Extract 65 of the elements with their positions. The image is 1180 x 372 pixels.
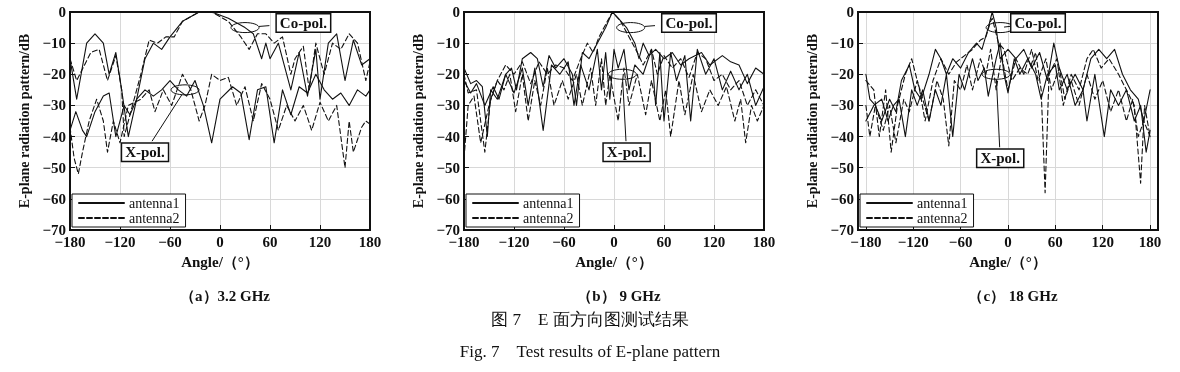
legend-label: antenna1: [523, 195, 574, 211]
annotation: X-pol.: [980, 150, 1021, 167]
x-axis-title: Angle/（°）: [181, 253, 259, 270]
y-tick-label: −20: [830, 66, 854, 83]
x-tick-label: 60: [262, 233, 278, 250]
annotation: X-pol.: [606, 144, 647, 161]
y-axis-title: E-plane radiation pattern/dB: [411, 33, 427, 209]
y-tick-label: −20: [436, 66, 460, 83]
x-tick-label: 60: [1047, 233, 1063, 250]
y-axis-title: E-plane radiation pattern/dB: [17, 33, 33, 209]
y-tick-label: −70: [42, 222, 66, 238]
x-tick-label: 0: [216, 233, 224, 250]
y-tick-label: 0: [846, 4, 854, 20]
y-tick-label: −60: [436, 190, 460, 207]
legend-label: antenna1: [129, 195, 180, 211]
y-tick-label: −50: [830, 159, 854, 176]
annotation: Co-pol.: [279, 14, 328, 31]
annotation: Co-pol.: [1014, 14, 1062, 31]
x-tick-label: 120: [702, 233, 726, 250]
legend-label: antenna2: [523, 210, 574, 226]
y-tick-label: 0: [452, 4, 460, 20]
x-tick-label: 0: [1004, 233, 1012, 250]
x-tick-label: 0: [610, 233, 618, 250]
y-tick-label: −70: [830, 222, 854, 238]
x-tick-label: −120: [104, 233, 136, 250]
y-tick-label: −50: [436, 159, 460, 176]
y-tick-label: −50: [42, 159, 66, 176]
x-tick-label: −120: [897, 233, 929, 250]
caption: Fig. 7 Test results of E-plane pattern: [458, 341, 722, 363]
y-axis-title: E-plane radiation pattern/dB: [805, 33, 821, 209]
annotation: X-pol.: [125, 144, 166, 161]
x-tick-label: 60: [656, 233, 672, 250]
y-tick-label: −10: [830, 35, 854, 52]
x-tick-label: 120: [1091, 233, 1114, 250]
y-tick-label: −70: [436, 222, 460, 238]
y-tick-label: −60: [830, 190, 854, 207]
y-tick-label: −10: [42, 35, 66, 52]
legend-label: antenna1: [917, 195, 968, 211]
text: （c） 18 GHz: [968, 287, 1058, 304]
y-tick-label: −40: [436, 128, 460, 145]
x-tick-label: −60: [158, 233, 182, 250]
x-tick-label: 180: [358, 233, 382, 250]
legend-label: antenna2: [129, 210, 180, 226]
y-tick-label: −20: [42, 66, 66, 83]
x-tick-label: 180: [752, 233, 776, 250]
text: （b） 9 GHz: [577, 287, 662, 304]
y-tick-label: −30: [830, 97, 854, 114]
x-tick-label: −60: [948, 233, 973, 250]
y-tick-label: −30: [436, 97, 460, 114]
x-tick-label: −60: [552, 233, 576, 250]
y-tick-label: −40: [830, 128, 854, 145]
y-tick-label: −10: [436, 35, 460, 52]
y-tick-label: 0: [58, 4, 66, 20]
x-axis-title: Angle/（°）: [575, 253, 653, 270]
x-tick-label: 180: [1138, 233, 1162, 250]
caption: 图 7 E 面方向图测试结果: [490, 309, 690, 331]
x-tick-label: −120: [498, 233, 530, 250]
x-axis-title: Angle/（°）: [969, 253, 1047, 270]
y-tick-label: −40: [42, 128, 66, 145]
legend-label: antenna2: [917, 210, 968, 226]
y-tick-label: −60: [42, 190, 66, 207]
text: （a）3.2 GHz: [180, 287, 271, 304]
annotation: Co-pol.: [665, 14, 713, 31]
y-tick-label: −30: [42, 97, 66, 114]
x-tick-label: 120: [308, 233, 332, 250]
